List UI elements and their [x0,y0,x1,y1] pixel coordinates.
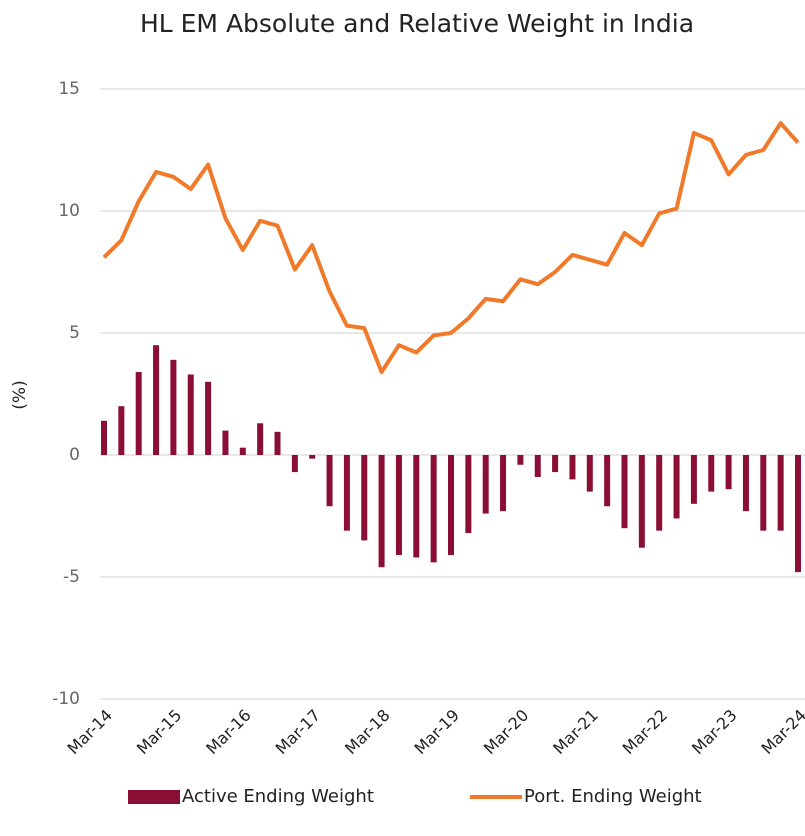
y-tick-label: 5 [69,323,80,343]
bar [413,455,420,558]
legend-swatch [128,790,180,804]
y-tick-label: 15 [58,79,80,99]
bar [291,455,298,473]
y-axis-label: (%) [10,380,30,409]
bar [187,374,194,455]
bar [742,455,749,512]
bar [274,431,281,455]
bar [760,455,767,531]
bar [395,455,402,556]
x-tick-label: Mar-21 [549,706,602,759]
x-tick-label: Mar-15 [133,706,186,759]
x-tick-label: Mar-22 [619,706,672,759]
bar [621,455,628,529]
bar [465,455,472,534]
bar [309,455,316,459]
bar [101,420,107,455]
bar [656,455,663,531]
line [102,121,800,375]
y-tick-label: -10 [52,689,80,709]
bar [673,455,680,519]
bar [343,455,350,531]
bar [552,455,559,473]
legend-label: Active Ending Weight [182,786,374,807]
bar [135,372,142,455]
bar [586,455,593,492]
bar [569,455,576,480]
bar [153,345,160,455]
x-tick-label: Mar-19 [410,706,463,759]
bar [690,455,697,504]
x-tick-label: Mar-23 [688,706,741,759]
bar [239,447,246,455]
x-tick-label: Mar-24 [757,706,805,759]
x-tick-label: Mar-16 [202,706,255,759]
x-tick-label: Mar-18 [341,706,394,759]
bar [378,455,385,568]
bar [795,455,801,573]
bar [708,455,715,492]
y-tick-label: 10 [58,201,80,221]
bar [777,455,784,531]
legend-label: Port. Ending Weight [524,786,702,807]
y-tick-label: -5 [63,567,80,587]
x-tick-label: Mar-17 [272,706,325,759]
bar [500,455,507,512]
bar [482,455,489,514]
bar [725,455,732,490]
x-tick-label: Mar-14 [63,706,116,759]
bar [638,455,645,548]
bar [170,359,177,455]
bar [534,455,541,477]
chart-title: HL EM Absolute and Relative Weight in In… [140,9,694,38]
bar [205,381,212,455]
bar [448,455,454,556]
bar [326,455,333,507]
y-tick-label: 0 [69,445,80,465]
bar [118,406,125,455]
bar [604,455,611,507]
bar [430,455,437,563]
bar [222,430,229,455]
bar [361,455,368,541]
x-tick-label: Mar-20 [480,706,533,759]
bar [517,455,524,465]
bar [257,423,264,455]
